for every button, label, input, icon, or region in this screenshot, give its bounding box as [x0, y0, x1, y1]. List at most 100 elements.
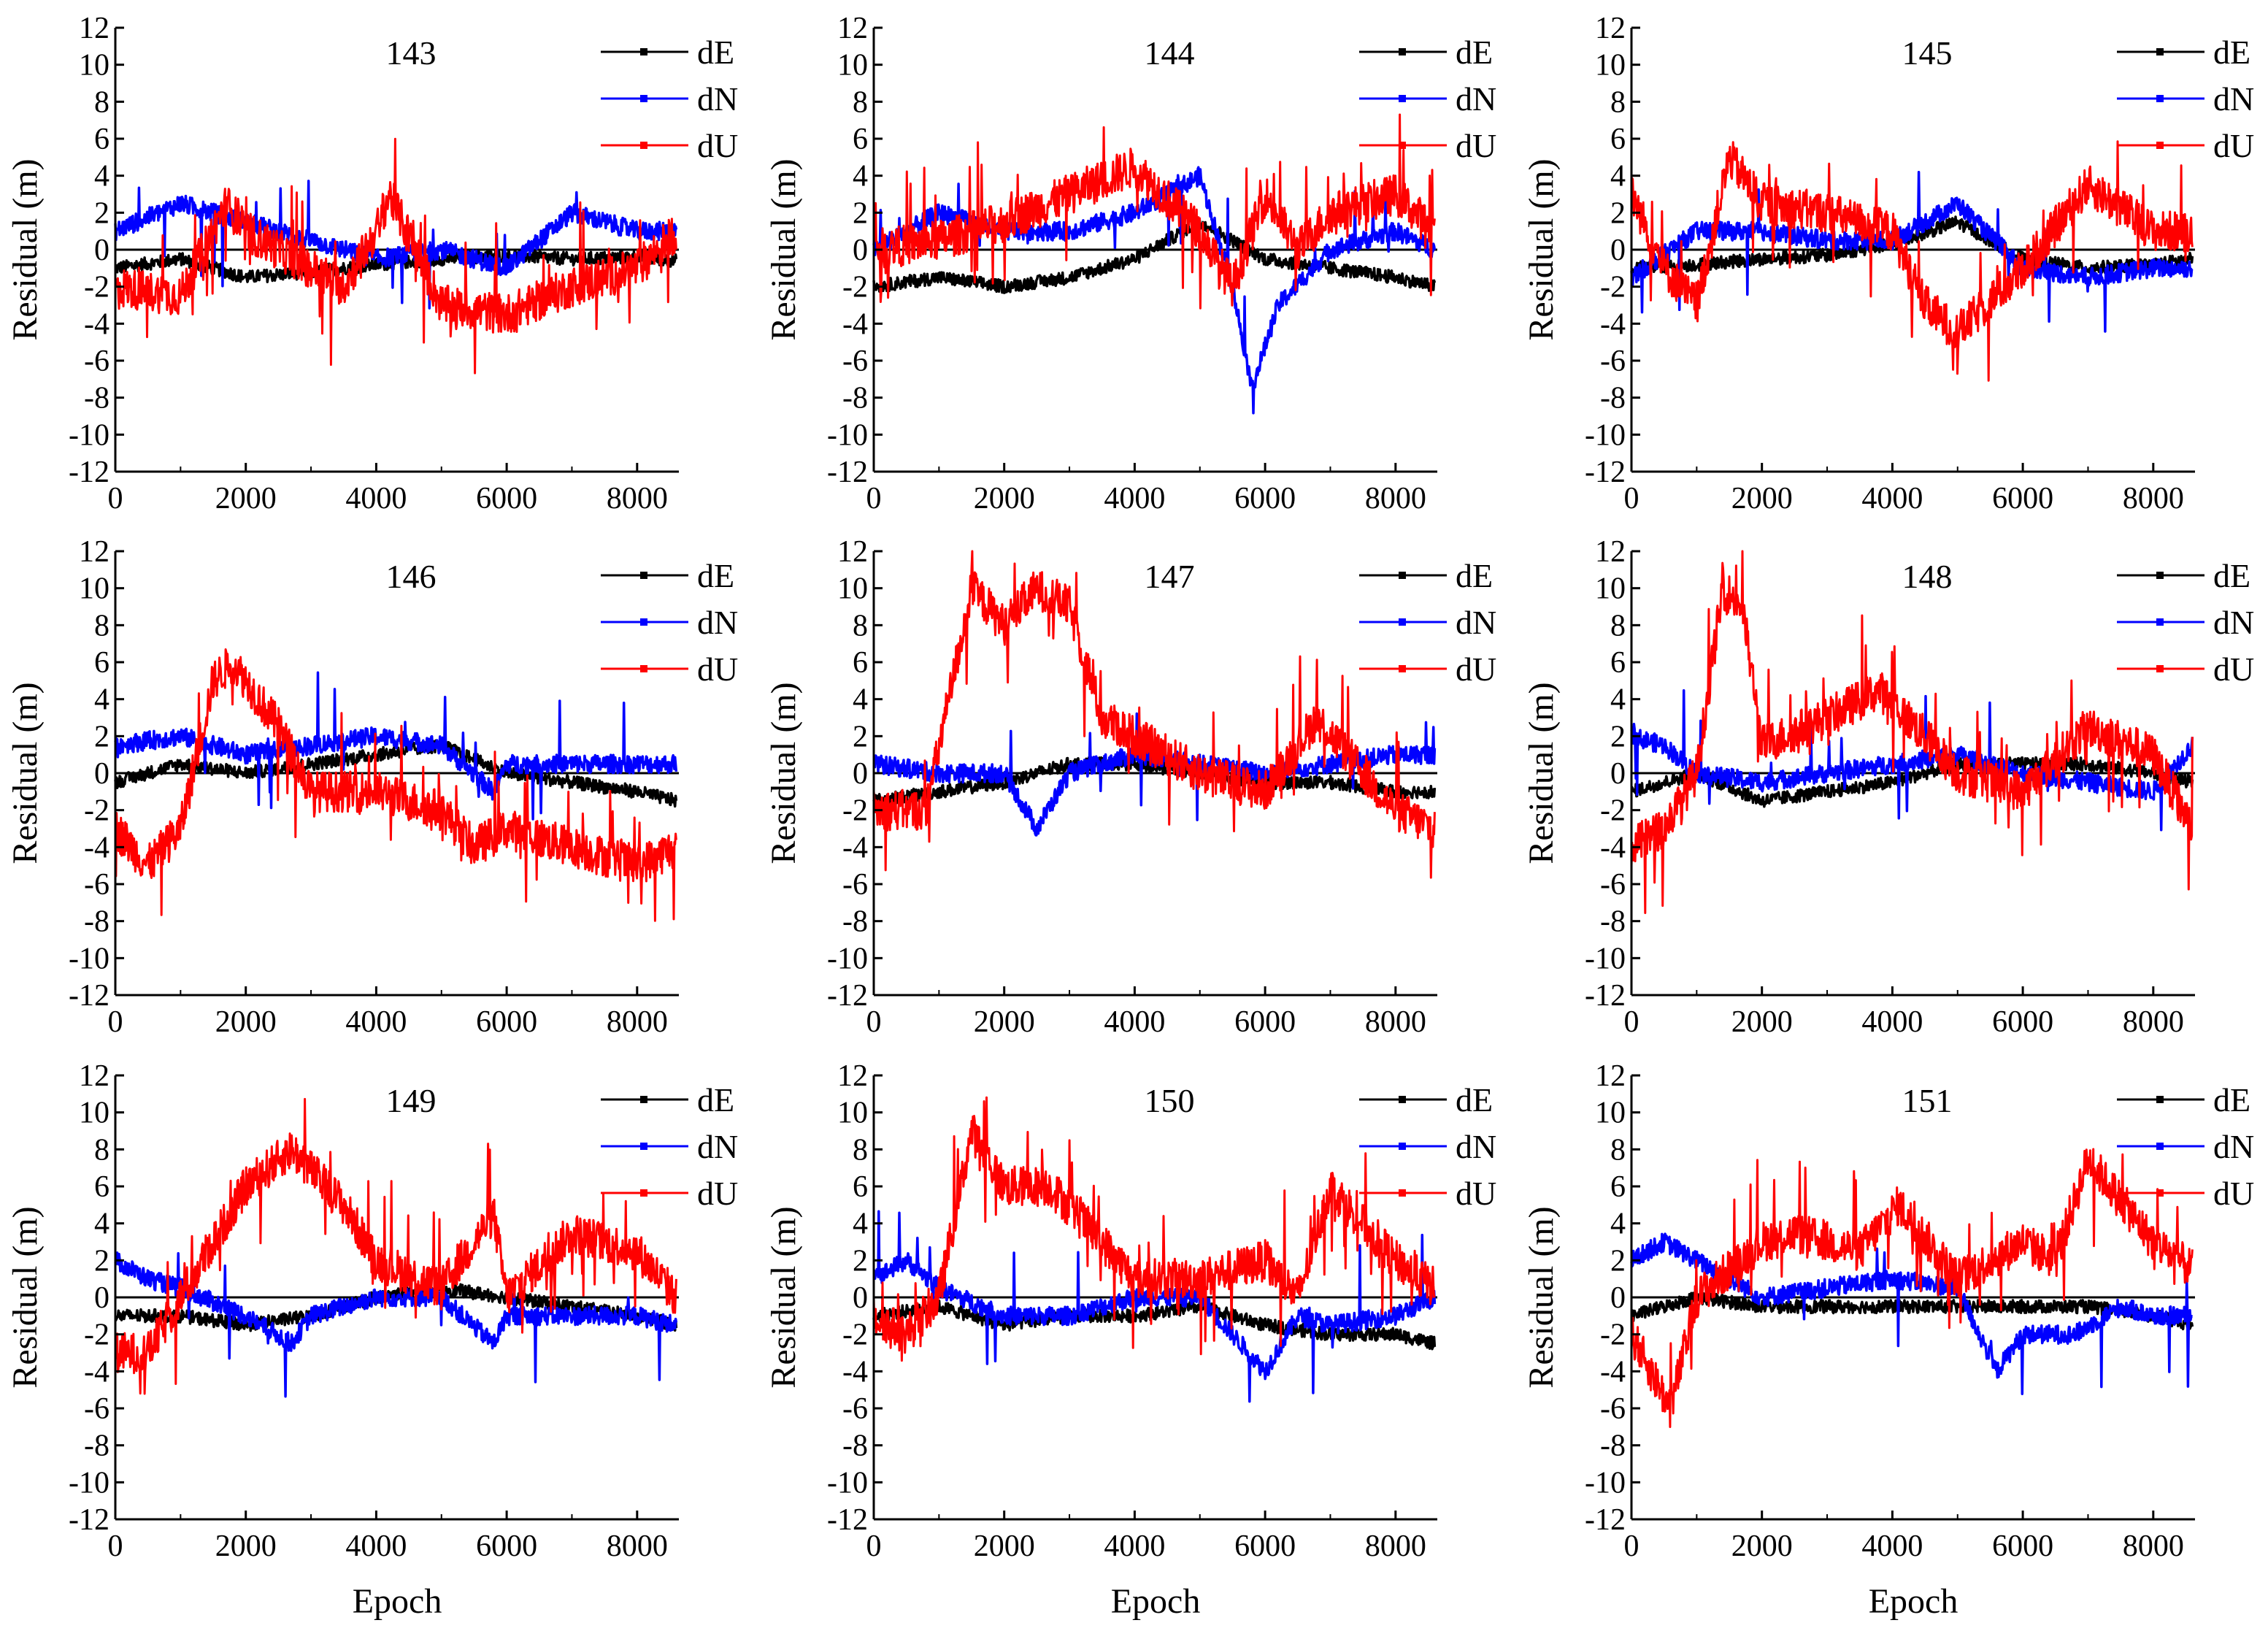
- y-axis-title: Residual (m): [1522, 158, 1561, 340]
- y-axis-title: Residual (m): [1522, 682, 1561, 864]
- x-tick-label: 2000: [1731, 482, 1793, 515]
- y-tick-label: 12: [79, 535, 109, 569]
- y-tick-label: 2: [1610, 196, 1626, 230]
- series-dN-line: [872, 166, 1437, 415]
- chart-panel-144: -12 -10-8 -6 -4-2 0 24 6 810 12 0 2000 4000 6000 8000…: [764, 12, 1496, 515]
- legend-marker-dU: [2156, 665, 2164, 672]
- y-tick-label: 8: [853, 1133, 868, 1167]
- legend-marker-dE: [2156, 1096, 2164, 1103]
- legend-marker-dU: [640, 665, 647, 672]
- y-tick-label: -6: [84, 868, 109, 902]
- panel-title: 149: [386, 1082, 437, 1119]
- y-tick-label: 4: [1610, 160, 1626, 193]
- y-tick-label: -8: [842, 382, 868, 415]
- legend-marker-dE: [1399, 572, 1406, 579]
- x-tick-label: 2000: [974, 1530, 1035, 1563]
- y-tick-label: -8: [84, 905, 109, 939]
- y-tick-label: -12: [1585, 979, 1626, 1013]
- y-tick-label: 2: [94, 720, 109, 753]
- y-tick-label: 12: [837, 535, 868, 569]
- y-tick-label: 10: [79, 572, 109, 606]
- y-tick-label: -12: [1585, 456, 1626, 489]
- y-tick-label: 6: [853, 646, 868, 680]
- y-tick-label: 8: [1610, 85, 1626, 119]
- series-dE-line: [872, 218, 1437, 294]
- series-dN-line: [1630, 688, 2194, 832]
- y-tick-label: -12: [69, 979, 109, 1013]
- x-tick-label: 0: [1624, 1005, 1640, 1039]
- panel-title: 144: [1145, 34, 1195, 72]
- x-tick-label: 0: [866, 1530, 882, 1563]
- y-tick-label: 8: [1610, 609, 1626, 642]
- y-tick-label: -4: [1600, 1355, 1626, 1389]
- series-dU-line: [114, 137, 677, 375]
- y-tick-label: -12: [827, 1503, 868, 1537]
- y-tick-label: 8: [853, 609, 868, 642]
- x-tick-label: 0: [1624, 1530, 1640, 1563]
- legend-label-dN: dN: [1456, 604, 1496, 641]
- legend-label-dE: dE: [2213, 1081, 2250, 1118]
- series-dU-line: [872, 550, 1436, 879]
- x-tick-label: 0: [108, 1530, 123, 1563]
- y-tick-label: -8: [1600, 905, 1626, 939]
- x-tick-label: 4000: [1104, 1530, 1165, 1563]
- y-tick-label: 0: [94, 757, 109, 791]
- legend-marker-dN: [2156, 1143, 2164, 1150]
- y-tick-label: 8: [853, 85, 868, 119]
- x-tick-label: 8000: [1365, 1005, 1426, 1039]
- x-tick-label: 0: [866, 1005, 882, 1039]
- y-tick-label: -4: [1600, 307, 1626, 341]
- series-dE-line: [872, 756, 1437, 808]
- y-tick-label: 12: [79, 1059, 109, 1093]
- series-dU-line: [1630, 1148, 2194, 1428]
- y-tick-label: 12: [837, 1059, 868, 1093]
- legend-marker-dE: [2156, 48, 2164, 55]
- x-tick-label: 4000: [1861, 482, 1923, 515]
- y-tick-label: -2: [84, 794, 109, 828]
- series-dN-line: [114, 1251, 678, 1398]
- legend-label-dU: dU: [697, 651, 738, 688]
- y-tick-label: -6: [84, 1392, 109, 1426]
- y-axis-title: Residual (m): [1522, 1206, 1561, 1388]
- legend-label-dN: dN: [1456, 80, 1496, 118]
- legend-marker-dE: [1399, 48, 1406, 55]
- y-tick-label: 10: [1595, 572, 1626, 606]
- legend-marker-dE: [640, 48, 647, 55]
- x-tick-label: 6000: [1992, 1530, 2053, 1563]
- y-tick-label: 8: [94, 85, 109, 119]
- y-tick-label: -12: [827, 456, 868, 489]
- y-tick-label: -12: [69, 1503, 109, 1537]
- y-axis-title: Residual (m): [6, 682, 45, 864]
- x-tick-label: 6000: [1234, 482, 1296, 515]
- series-dE-line: [1631, 1292, 2194, 1331]
- legend-marker-dN: [640, 95, 647, 102]
- y-tick-label: -12: [827, 979, 868, 1013]
- y-tick-label: -8: [1600, 382, 1626, 415]
- y-tick-label: -6: [1600, 345, 1626, 378]
- legend-label-dE: dE: [697, 1081, 734, 1118]
- y-tick-label: -6: [842, 868, 868, 902]
- x-tick-label: 4000: [1861, 1005, 1923, 1039]
- y-axis-title: Residual (m): [6, 158, 45, 340]
- legend-marker-dE: [640, 1096, 647, 1103]
- legend-label-dN: dN: [2213, 604, 2254, 641]
- y-tick-label: 12: [79, 12, 109, 45]
- legend-label-dE: dE: [697, 557, 734, 594]
- y-tick-label: -8: [842, 1429, 868, 1463]
- y-tick-label: -10: [1585, 1466, 1626, 1500]
- legend-marker-dN: [1399, 618, 1406, 626]
- y-tick-label: 0: [94, 234, 109, 267]
- y-tick-label: -4: [842, 1355, 868, 1389]
- x-tick-label: 6000: [476, 482, 537, 515]
- y-tick-label: -4: [842, 307, 868, 341]
- y-tick-label: 4: [853, 683, 868, 717]
- x-tick-label: 2000: [1731, 1005, 1793, 1039]
- y-tick-label: -2: [84, 1319, 109, 1352]
- y-tick-label: -4: [842, 831, 868, 864]
- legend-marker-dU: [2156, 1189, 2164, 1197]
- y-tick-label: 4: [853, 1208, 868, 1241]
- y-tick-label: 10: [79, 49, 109, 82]
- legend-label-dN: dN: [2213, 1128, 2254, 1165]
